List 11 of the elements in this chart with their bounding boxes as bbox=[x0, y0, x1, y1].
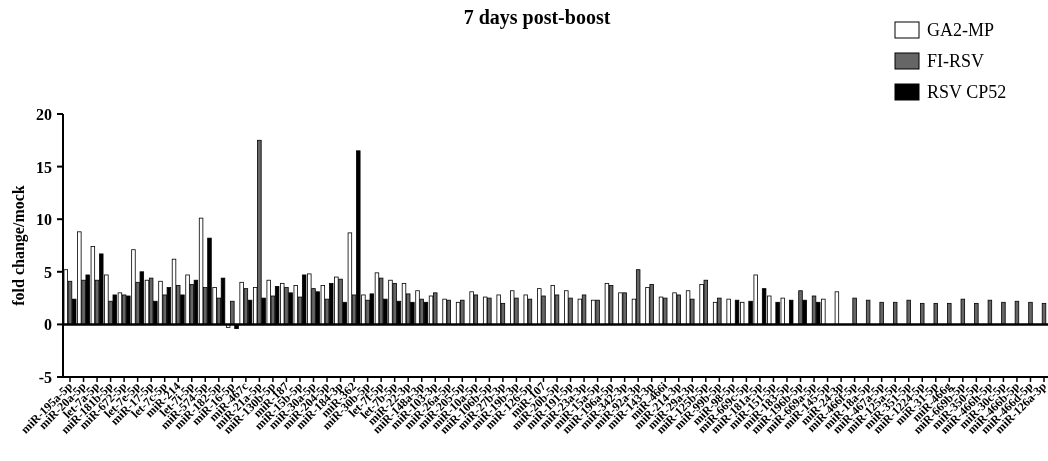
y-tick-label: 5 bbox=[44, 263, 52, 281]
legend-label: GA2-MP bbox=[927, 20, 995, 40]
y-tick-label: 20 bbox=[36, 106, 52, 123]
y-tick-label: 10 bbox=[36, 211, 52, 229]
y-axis-title: fold change/mock bbox=[10, 185, 28, 306]
y-tick-label: -5 bbox=[38, 369, 52, 386]
y-tick-label: 15 bbox=[36, 158, 52, 176]
legend-label: RSV CP52 bbox=[927, 82, 1007, 102]
chart-title: 7 days post-boost bbox=[463, 6, 611, 29]
y-tick-label: 0 bbox=[44, 316, 52, 334]
legend-label: FI-RSV bbox=[927, 51, 985, 71]
